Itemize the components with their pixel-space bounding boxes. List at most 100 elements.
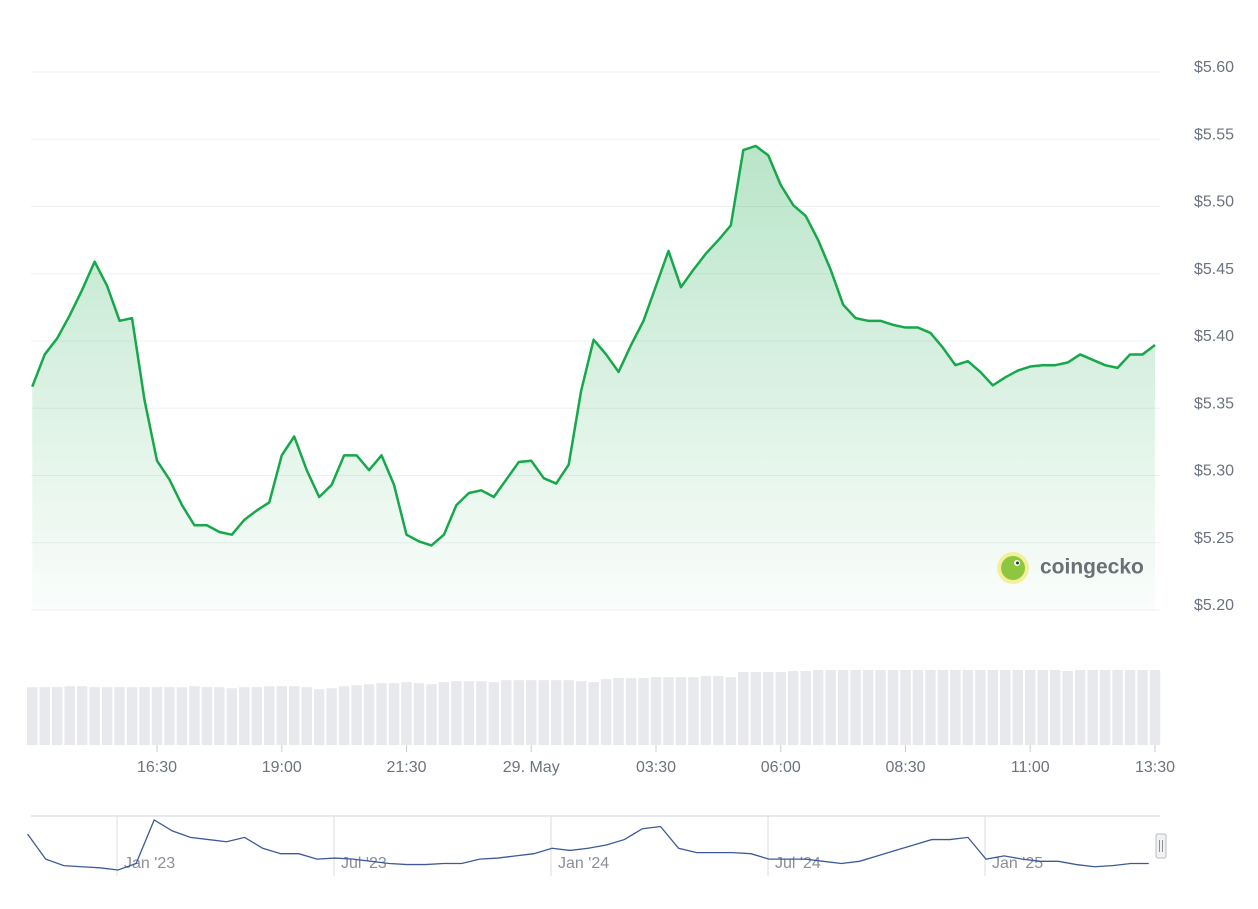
volume-bar [276, 686, 287, 745]
navigator-handle[interactable] [1155, 833, 1167, 859]
logo-body [1001, 556, 1025, 580]
volume-bar [837, 670, 849, 745]
volume-bar [89, 687, 100, 745]
volume-bar [251, 687, 263, 745]
volume-bar [887, 670, 899, 745]
volume-bar [39, 687, 50, 745]
volume-bar [288, 686, 300, 745]
volume-bar [825, 670, 836, 745]
volume-bar [264, 686, 275, 745]
volume-bar [550, 680, 562, 745]
watermark: coingecko [1040, 556, 1144, 579]
volume-bar [376, 683, 387, 745]
volume-bar [787, 671, 799, 745]
volume-bar [750, 672, 762, 745]
volume-bar [738, 672, 749, 745]
volume-bar [313, 689, 325, 745]
navigator-label: Jul '23 [341, 855, 387, 872]
volume-bar [526, 680, 537, 745]
volume-bar [950, 670, 961, 745]
volume-bar [925, 670, 936, 745]
volume-bar [1012, 670, 1024, 745]
volume-bar [613, 678, 624, 745]
y-tick-label: $5.30 [1194, 463, 1234, 480]
volume-bar [76, 686, 88, 745]
volume-bar [126, 687, 138, 745]
volume-bar [1137, 670, 1148, 745]
volume-bar [1062, 671, 1073, 745]
volume-bar [600, 679, 612, 745]
x-tick-label: 16:30 [137, 759, 177, 776]
price-line [31, 144, 1156, 547]
volume-bar [476, 681, 487, 745]
navigator: Jan '23 Jul '23 Jan '24 Jul '24 Jan '25 [27, 815, 1167, 876]
volume-bar [1025, 670, 1036, 745]
volume-bar [775, 672, 786, 745]
volume-bar [975, 670, 986, 745]
y-tick-label: $5.45 [1194, 261, 1234, 278]
volume-bar [638, 678, 649, 745]
navigator-label: Jan '24 [558, 855, 609, 872]
volume-bar [763, 672, 774, 745]
volume-bar [962, 670, 974, 745]
volume-bar [575, 681, 587, 745]
navigator-label: Jan '23 [124, 855, 175, 872]
volume-bar [1074, 670, 1086, 745]
volume-bar [101, 687, 113, 745]
volume-bar [900, 670, 911, 745]
x-tick-label: 08:30 [885, 759, 925, 776]
volume-bar [1112, 670, 1123, 745]
x-tick-label: 19:00 [262, 759, 302, 776]
x-tick-label: 13:30 [1135, 759, 1175, 776]
volume-bar [363, 684, 375, 745]
volume-bar [1149, 670, 1161, 745]
volume-bar [27, 687, 38, 745]
x-tick-label: 03:30 [636, 759, 676, 776]
x-tick-label: 06:00 [761, 759, 801, 776]
y-tick-label: $5.60 [1194, 59, 1234, 76]
volume-bar [164, 687, 175, 745]
price [31, 144, 1156, 610]
volume-bar [463, 681, 475, 745]
volume-bar [875, 670, 886, 745]
volume-bar [401, 682, 412, 745]
y-tick-label: $5.40 [1194, 328, 1234, 345]
volume-bar [151, 687, 163, 745]
navigator-line [27, 819, 1149, 871]
volume-bar [625, 678, 637, 745]
volume-bar [650, 677, 662, 745]
volume-bar [139, 687, 150, 745]
volume-bar [1049, 670, 1061, 745]
volume-bar [51, 687, 63, 745]
volume [27, 670, 1161, 745]
volume-bar [201, 687, 213, 745]
volume-bar [513, 680, 525, 745]
volume-bar [451, 681, 462, 745]
volume-bar [862, 670, 874, 745]
volume-bar [239, 687, 250, 745]
volume-bar [675, 677, 687, 745]
volume-bar [114, 687, 125, 745]
x-tick-label: 29. May [503, 759, 560, 776]
volume-bar [438, 682, 450, 745]
logo-pupil [1016, 561, 1019, 565]
volume-bar [413, 683, 425, 745]
price-area [32, 145, 1155, 610]
volume-bar [663, 677, 674, 745]
volume-bar [912, 670, 924, 745]
volume-bar [850, 670, 861, 745]
volume-bar [426, 684, 437, 745]
volume-bar [388, 683, 400, 745]
volume-bar [64, 686, 75, 745]
volume-bar [588, 682, 599, 745]
volume-bar [338, 686, 350, 745]
volume-bar [176, 687, 188, 745]
volume-bar [700, 676, 712, 745]
volume-bar [1000, 670, 1011, 745]
volume-bar [301, 687, 312, 745]
y-tick-label: $5.55 [1194, 126, 1234, 143]
volume-bar [563, 680, 574, 745]
volume-bar [688, 677, 699, 745]
